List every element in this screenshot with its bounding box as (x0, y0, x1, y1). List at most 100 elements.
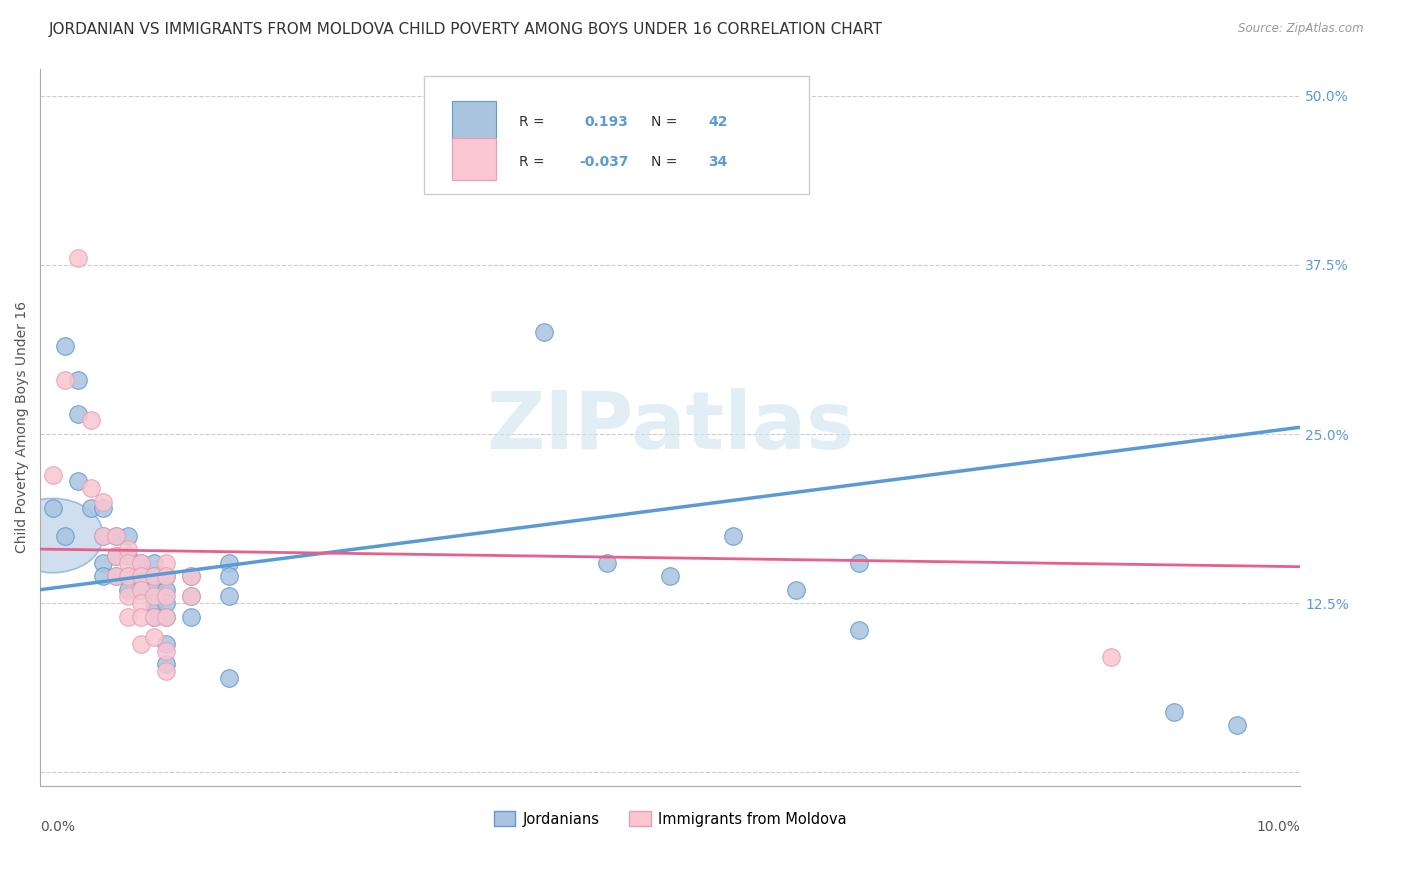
Point (155, 590, 177, 604)
Point (155, 609, 177, 624)
Point (129, 596, 152, 610)
Point (129, 556, 152, 570)
Point (180, 590, 202, 604)
Point (155, 657, 177, 672)
Point (117, 569, 139, 583)
Point (41, 501, 63, 516)
Point (129, 569, 152, 583)
Point (155, 643, 177, 657)
Point (142, 609, 165, 624)
Point (79, 481, 101, 495)
Point (142, 556, 165, 570)
Text: R =: R = (519, 114, 548, 128)
Point (142, 569, 165, 583)
Legend: Jordanians, Immigrants from Moldova: Jordanians, Immigrants from Moldova (488, 805, 852, 832)
Point (659, 569, 682, 583)
Point (142, 630, 165, 644)
Point (117, 549, 139, 563)
Point (470, 177, 492, 191)
Point (117, 609, 139, 624)
Point (66, 373, 89, 387)
Point (155, 609, 177, 624)
Point (129, 637, 152, 651)
Point (218, 556, 240, 570)
Point (218, 590, 240, 604)
Point (129, 582, 152, 597)
Point (142, 590, 165, 604)
Point (155, 664, 177, 678)
Point (848, 556, 870, 570)
Point (1099, 650, 1122, 665)
Point (104, 528, 127, 542)
Text: N =: N = (651, 155, 682, 169)
Point (142, 582, 165, 597)
Point (79, 501, 101, 516)
Point (155, 569, 177, 583)
Point (1226, 718, 1249, 732)
Point (180, 609, 202, 624)
Point (104, 569, 127, 583)
Point (596, 556, 619, 570)
Point (117, 569, 139, 583)
Point (142, 569, 165, 583)
Point (104, 569, 127, 583)
Text: Source: ZipAtlas.com: Source: ZipAtlas.com (1239, 22, 1364, 36)
Point (53, 339, 76, 353)
Point (155, 569, 177, 583)
Point (91, 569, 114, 583)
Point (91, 494, 114, 508)
Point (721, 528, 744, 542)
Point (180, 590, 202, 604)
Point (533, 326, 555, 340)
Point (117, 542, 139, 557)
Point (785, 582, 807, 597)
FancyBboxPatch shape (425, 76, 808, 194)
Point (91, 501, 114, 516)
Point (180, 569, 202, 583)
Text: 0.193: 0.193 (585, 114, 628, 128)
Point (66, 475, 89, 489)
Point (104, 549, 127, 563)
Point (79, 413, 101, 427)
Point (155, 582, 177, 597)
Point (129, 556, 152, 570)
Point (104, 549, 127, 563)
Point (155, 556, 177, 570)
Text: JORDANIAN VS IMMIGRANTS FROM MOLDOVA CHILD POVERTY AMONG BOYS UNDER 16 CORRELATI: JORDANIAN VS IMMIGRANTS FROM MOLDOVA CHI… (49, 22, 883, 37)
Point (91, 528, 114, 542)
Text: 10.0%: 10.0% (1256, 820, 1301, 834)
Point (218, 671, 240, 685)
Text: 34: 34 (707, 155, 727, 169)
Point (180, 569, 202, 583)
Point (155, 596, 177, 610)
FancyBboxPatch shape (453, 101, 496, 143)
Point (129, 582, 152, 597)
Ellipse shape (3, 499, 103, 573)
Point (66, 407, 89, 421)
Point (66, 251, 89, 265)
Point (482, 177, 505, 191)
Point (53, 373, 76, 387)
Text: ZIPatlas: ZIPatlas (486, 388, 855, 467)
Point (91, 528, 114, 542)
Y-axis label: Child Poverty Among Boys Under 16: Child Poverty Among Boys Under 16 (15, 301, 30, 553)
Point (91, 556, 114, 570)
Point (142, 609, 165, 624)
Point (848, 624, 870, 638)
Point (142, 596, 165, 610)
Point (155, 637, 177, 651)
Point (117, 528, 139, 542)
Point (218, 569, 240, 583)
Point (129, 609, 152, 624)
Text: 0.0%: 0.0% (41, 820, 75, 834)
Point (117, 556, 139, 570)
FancyBboxPatch shape (453, 138, 496, 179)
Point (117, 582, 139, 597)
Point (1163, 705, 1185, 719)
Text: 42: 42 (707, 114, 727, 128)
Text: N =: N = (651, 114, 682, 128)
Point (129, 569, 152, 583)
Point (53, 528, 76, 542)
Point (41, 467, 63, 482)
Text: -0.037: -0.037 (579, 155, 628, 169)
